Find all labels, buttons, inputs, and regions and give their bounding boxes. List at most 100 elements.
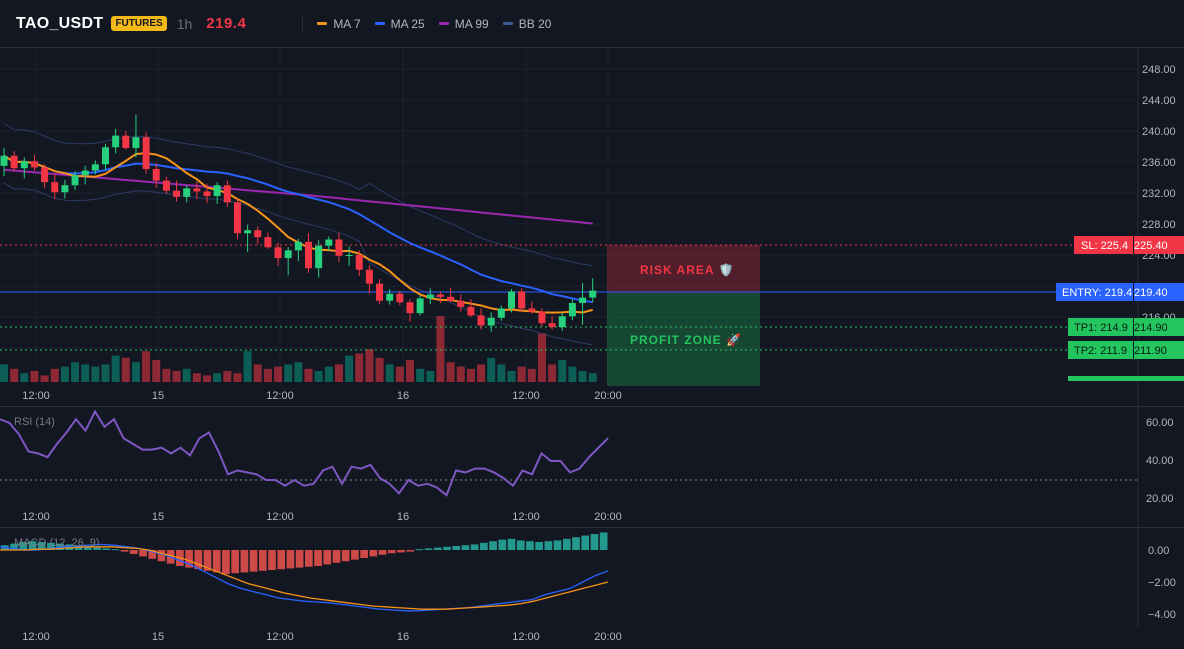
macd-histogram-bar (203, 550, 212, 571)
volume-bar (436, 316, 445, 382)
ma25-label: MA 25 (390, 16, 425, 31)
volume-bar (121, 357, 130, 382)
time-axis-rsi[interactable]: 12:00 15 12:00 16 12:00 20:00 (22, 511, 622, 523)
candle-body (396, 293, 404, 303)
candle-body (264, 237, 272, 248)
grid-lines (0, 48, 1138, 383)
volume-bar (223, 371, 232, 382)
candle-body (51, 182, 59, 193)
volume-bar (131, 362, 140, 382)
volume-bar (385, 364, 394, 382)
candle-body (284, 250, 292, 259)
indicator-legend-ma25[interactable]: MA 25 (374, 16, 425, 31)
volume-bar (527, 368, 536, 382)
timeframe-selector[interactable]: 1h (176, 15, 193, 32)
macd-histogram-bar (397, 550, 405, 553)
volume-bar (294, 362, 303, 382)
macd-axis[interactable]: 0.00 −2.00 −4.00 (1148, 545, 1176, 621)
ma99-swatch (438, 22, 449, 25)
price-axis-label: 248.00 (1142, 64, 1176, 76)
risk-area-zone[interactable] (607, 245, 760, 293)
volume-bar (477, 364, 486, 382)
candle-body (589, 290, 597, 298)
time-axis-macd[interactable]: 12:00 15 12:00 16 12:00 20:00 (22, 631, 622, 643)
candle-body (376, 283, 384, 301)
volume-bar (537, 333, 546, 382)
bb20-label: BB 20 (518, 16, 552, 31)
candle-body (467, 306, 475, 316)
macd-histogram-bar (148, 550, 157, 559)
candle-body (61, 185, 69, 193)
candle-body (487, 317, 495, 326)
pane-separator-macd[interactable] (0, 527, 1184, 528)
sl-tag-text: SL: 225.4 (1081, 240, 1128, 252)
volume-bar (40, 375, 49, 382)
indicator-legend-ma7[interactable]: MA 7 (317, 17, 361, 31)
volume-bar (334, 364, 343, 382)
macd-histogram-bar (314, 550, 322, 566)
volume-bar (507, 371, 516, 382)
time-axis-main[interactable]: 12:00 15 12:00 16 12:00 20:00 (22, 390, 622, 402)
volume-bar (416, 368, 425, 382)
macd-histogram-bar (590, 534, 599, 550)
candle-body (335, 239, 343, 256)
volume-bar (10, 368, 19, 382)
candle-body (447, 296, 455, 301)
macd-histogram-bar (544, 541, 553, 550)
macd-histogram-bar (258, 550, 267, 571)
candle-body (365, 269, 373, 284)
symbol-name[interactable]: TAO_USDT (16, 14, 104, 32)
price-axis[interactable]: 248.00244.00240.00236.00232.00228.00224.… (1142, 64, 1176, 324)
candle-body (173, 190, 181, 197)
candle-body (142, 137, 150, 169)
volume-bar (365, 349, 374, 382)
candle-body (30, 161, 38, 168)
volume-bar (91, 366, 100, 382)
macd-histogram-bar (120, 550, 129, 552)
candle-body (244, 230, 252, 234)
indicator-legend-ma99[interactable]: MA 99 (438, 17, 489, 31)
time-label: 16 (397, 390, 409, 402)
rsi-line (0, 409, 609, 497)
price-axis-label: 232.00 (1142, 188, 1176, 200)
time-label: 20:00 (594, 631, 622, 643)
macd-histogram-bar (498, 539, 507, 550)
candle-body (548, 323, 556, 328)
time-label: 12:00 (22, 631, 50, 643)
volume-bars (0, 316, 597, 382)
pane-separator-rsi[interactable] (0, 406, 1184, 407)
macd-histogram-bar (129, 550, 138, 554)
macd-histogram-bar (305, 550, 313, 567)
macd-histogram-bar (443, 546, 451, 550)
volume-bar (588, 373, 597, 382)
rsi-axis[interactable]: 60.00 40.00 20.00 (1146, 417, 1174, 505)
candle-body (254, 230, 262, 238)
candle-body (568, 303, 576, 317)
macd-histogram-bar (65, 544, 74, 550)
tp1-tag-text: TP1: 214.9 (1074, 322, 1128, 334)
time-label: 12:00 (512, 511, 540, 523)
macd-line (0, 543, 609, 612)
volume-bar (162, 368, 171, 382)
volume-bar (578, 371, 587, 382)
macd-histogram-bar (378, 550, 387, 555)
macd-histogram-bar (249, 550, 258, 572)
moving-averages (3, 152, 593, 314)
volume-bar (81, 364, 90, 382)
time-label: 12:00 (512, 631, 540, 643)
volume-bar (274, 366, 283, 382)
volume-bar (111, 355, 120, 382)
volume-bar (142, 351, 151, 382)
macd-histogram-bar (351, 550, 359, 560)
sl-price-label-bg (1134, 236, 1184, 254)
entry-tag-text: ENTRY: 219.4 (1062, 287, 1132, 299)
candle-body (355, 255, 363, 270)
volume-bar (263, 368, 272, 382)
profit-zone[interactable] (607, 293, 760, 386)
time-label: 12:00 (266, 631, 294, 643)
indicator-legend-bb20[interactable]: BB 20 (502, 16, 552, 31)
volume-bar (233, 373, 242, 382)
volume-bar (243, 351, 252, 382)
macd-histogram-bar (452, 546, 461, 550)
